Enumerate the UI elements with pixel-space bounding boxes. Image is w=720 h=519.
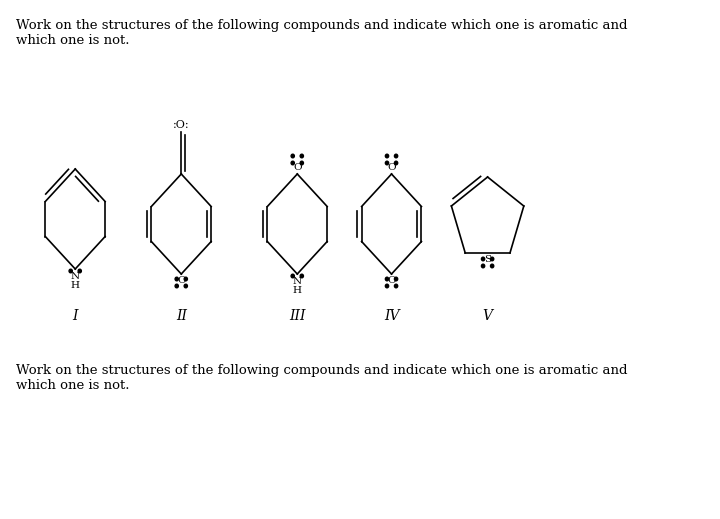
Circle shape [385,161,389,165]
Text: Work on the structures of the following compounds and indicate which one is arom: Work on the structures of the following … [17,364,628,392]
Text: :O:: :O: [173,120,189,130]
Text: V: V [482,309,492,323]
Circle shape [490,264,494,268]
Circle shape [300,274,303,278]
Circle shape [482,257,485,261]
Circle shape [291,154,294,158]
Circle shape [385,284,389,288]
Circle shape [385,154,389,158]
Text: O: O [387,163,396,172]
Text: O: O [177,276,186,285]
Text: II: II [176,309,186,323]
Circle shape [395,284,397,288]
Circle shape [300,154,303,158]
Circle shape [395,277,397,281]
Text: H: H [71,281,80,290]
Text: O: O [387,276,396,285]
Text: IV: IV [384,309,400,323]
Circle shape [184,277,187,281]
Text: N: N [293,277,302,286]
Text: I: I [73,309,78,323]
Circle shape [291,274,294,278]
Circle shape [291,161,294,165]
Circle shape [78,269,81,273]
Circle shape [482,264,485,268]
Circle shape [175,284,179,288]
Circle shape [300,161,303,165]
Circle shape [69,269,72,273]
Circle shape [490,257,494,261]
Circle shape [175,277,179,281]
Circle shape [395,154,397,158]
Text: III: III [289,309,305,323]
Text: Work on the structures of the following compounds and indicate which one is arom: Work on the structures of the following … [17,19,628,47]
Text: O: O [293,163,302,172]
Circle shape [184,284,187,288]
Text: S: S [484,255,491,264]
Circle shape [385,277,389,281]
Text: N: N [71,272,80,281]
Text: H: H [293,286,302,295]
Circle shape [395,161,397,165]
